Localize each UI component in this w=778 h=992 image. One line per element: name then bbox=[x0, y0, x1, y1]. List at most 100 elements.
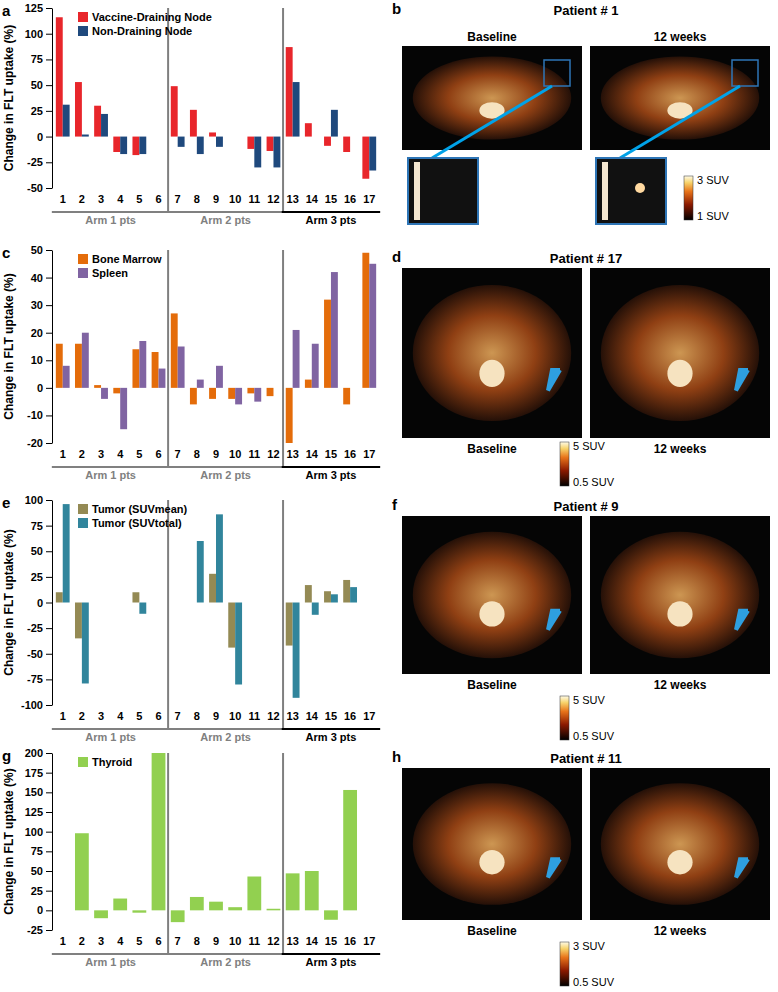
bar bbox=[75, 344, 82, 388]
bars bbox=[56, 17, 376, 178]
x-tick: 2 bbox=[79, 934, 85, 947]
bar bbox=[286, 603, 293, 646]
roi-arrow bbox=[432, 86, 552, 158]
bars bbox=[56, 253, 376, 443]
x-tick-label: 4 bbox=[117, 935, 124, 947]
bar bbox=[209, 902, 223, 911]
bar bbox=[171, 86, 178, 136]
bar bbox=[216, 137, 223, 147]
image-panel-b: bPatient # 1Baseline12 weeks3 SUV1 SUV bbox=[392, 0, 770, 224]
legend-label: Bone Marrow bbox=[92, 253, 162, 265]
scan-organ bbox=[667, 601, 692, 626]
arm-label: Arm 2 pts bbox=[200, 956, 251, 968]
scan-image bbox=[402, 268, 582, 438]
x-tick-label: 15 bbox=[325, 710, 337, 722]
bar bbox=[324, 910, 338, 919]
y-tick-label: 10 bbox=[31, 354, 43, 366]
patient-title: Patient # 11 bbox=[550, 751, 622, 766]
arm-underline bbox=[282, 466, 380, 468]
image-panel-h: hPatient # 11Baseline12 weeks3 SUV0.5 SU… bbox=[392, 748, 770, 988]
x-tick-label: 16 bbox=[344, 448, 356, 460]
x-tick-label: 14 bbox=[306, 710, 319, 722]
x-tick: 15 bbox=[325, 934, 337, 947]
bar bbox=[324, 137, 331, 146]
x-tick: 12 bbox=[267, 192, 279, 205]
x-tick: 6 bbox=[155, 709, 161, 722]
y-tick-label: -25 bbox=[27, 924, 43, 936]
bar bbox=[286, 873, 300, 910]
x-tick-label: 15 bbox=[325, 935, 337, 947]
x-tick: 1 bbox=[60, 192, 66, 205]
x-tick: 10 bbox=[229, 934, 241, 947]
y-tick-mark bbox=[46, 851, 52, 852]
scan-body bbox=[601, 285, 759, 421]
legend-label: Non-Draining Node bbox=[92, 25, 192, 37]
y-tick-mark bbox=[46, 871, 52, 872]
y-tick: 125 bbox=[25, 806, 52, 818]
legend-swatch bbox=[78, 504, 88, 514]
y-tick-label: -50 bbox=[27, 182, 43, 194]
x-tick-label: 7 bbox=[175, 710, 181, 722]
x-tick-label: 17 bbox=[363, 193, 375, 205]
bar bbox=[343, 388, 350, 405]
scan-label: Baseline bbox=[467, 924, 517, 938]
y-axis: -20-1001020304050 bbox=[27, 244, 52, 449]
x-tick: 5 bbox=[136, 192, 142, 205]
bar bbox=[190, 110, 197, 137]
x-tick-label: 3 bbox=[98, 448, 104, 460]
x-tick: 10 bbox=[229, 192, 241, 205]
arm-underline bbox=[282, 728, 380, 730]
bars bbox=[56, 504, 357, 698]
y-tick-mark bbox=[46, 360, 52, 361]
y-tick-label: 75 bbox=[31, 520, 43, 532]
y-tick-mark bbox=[46, 654, 52, 655]
bar bbox=[293, 603, 300, 698]
y-tick-label: 100 bbox=[25, 494, 43, 506]
x-tick-label: 8 bbox=[194, 193, 200, 205]
x-tick: 9 bbox=[213, 709, 219, 722]
x-tick-label: 2 bbox=[79, 193, 85, 205]
colorbar-min: 0.5 SUV bbox=[573, 976, 615, 988]
bar bbox=[293, 82, 300, 137]
x-tick-label: 12 bbox=[267, 448, 279, 460]
arm-separator bbox=[167, 753, 169, 954]
bar bbox=[139, 603, 146, 614]
x-tick: 17 bbox=[363, 447, 375, 460]
x-tick-label: 7 bbox=[175, 448, 181, 460]
x-tick-label: 16 bbox=[344, 935, 356, 947]
x-tick-label: 4 bbox=[117, 193, 124, 205]
y-tick-mark bbox=[46, 930, 52, 931]
y-tick-label: 40 bbox=[31, 272, 43, 284]
x-tick-label: 6 bbox=[155, 710, 161, 722]
y-tick: 20 bbox=[31, 327, 52, 339]
y-tick: 50 bbox=[31, 79, 52, 91]
arm-groups: Arm 1 ptsArm 2 ptsArm 3 pts bbox=[52, 250, 380, 481]
y-tick-mark bbox=[46, 910, 52, 911]
bar bbox=[75, 82, 82, 137]
chart-e: eChange in FLT uptake (%)-100-75-50-2502… bbox=[2, 494, 381, 743]
x-tick-label: 13 bbox=[287, 935, 299, 947]
y-axis-title: Change in FLT uptake (%) bbox=[2, 273, 16, 419]
x-tick: 13 bbox=[287, 934, 299, 947]
x-tick-label: 13 bbox=[287, 193, 299, 205]
y-tick: 75 bbox=[31, 520, 52, 532]
y-tick: 100 bbox=[25, 826, 52, 838]
y-tick-label: 200 bbox=[25, 747, 43, 759]
y-tick-mark bbox=[46, 753, 52, 754]
scan-organ bbox=[479, 601, 504, 626]
y-tick-mark bbox=[46, 111, 52, 112]
y-tick-mark bbox=[46, 333, 52, 334]
y-tick: 100 bbox=[25, 494, 52, 506]
bar bbox=[120, 137, 127, 154]
bar bbox=[305, 871, 319, 910]
bar bbox=[343, 580, 350, 603]
y-tick: 150 bbox=[25, 786, 52, 798]
y-tick: 0 bbox=[37, 597, 52, 609]
x-tick-label: 1 bbox=[60, 710, 66, 722]
y-tick-mark bbox=[46, 278, 52, 279]
bar bbox=[331, 594, 338, 602]
bar bbox=[56, 592, 63, 602]
x-tick: 8 bbox=[194, 709, 200, 722]
arm-underline bbox=[167, 211, 285, 213]
x-tick: 17 bbox=[363, 934, 375, 947]
